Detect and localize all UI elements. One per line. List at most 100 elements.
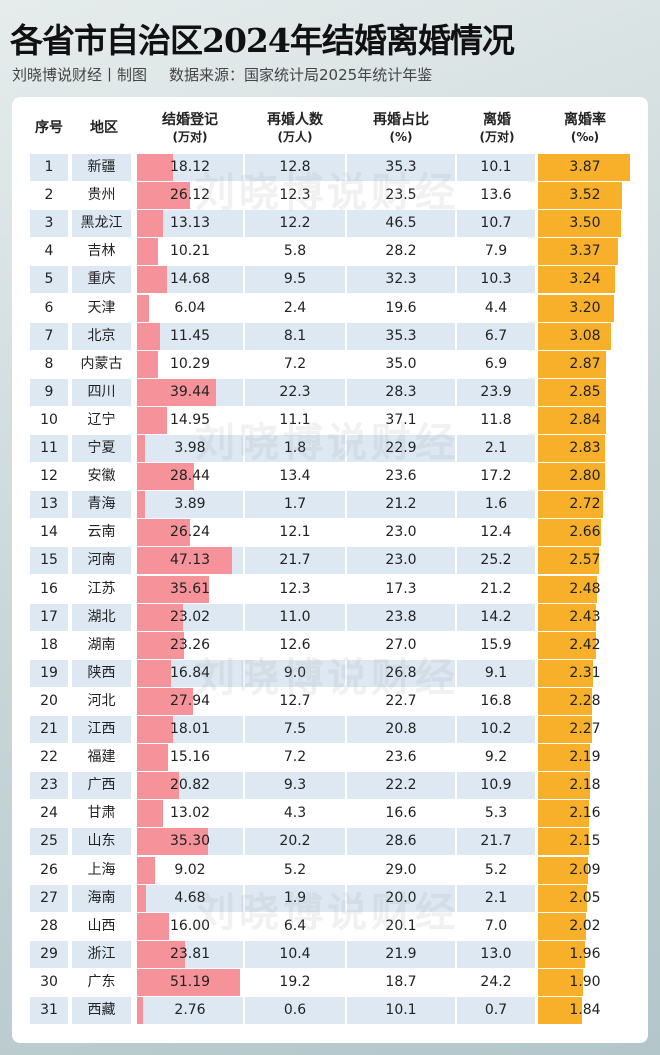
cell-seq: 27 — [30, 884, 68, 912]
table-row: 27 海南 4.68 1.9 20.0 2.1 2.05 — [30, 884, 632, 912]
cell-text: 35.3 — [385, 327, 417, 344]
cell-divorce-rate: 2.43 — [538, 603, 632, 631]
cell-divorce: 6.9 — [457, 351, 535, 378]
cell-text: 2.1 — [484, 889, 508, 906]
cell-text: 20 — [40, 692, 58, 709]
cell-text: 5.2 — [283, 861, 307, 878]
cell-text: 20.1 — [385, 917, 417, 934]
cell-text: 1.90 — [569, 973, 601, 990]
header-remarry: 再婚人数 (万人) — [267, 112, 323, 144]
cell-seq: 2 — [30, 182, 68, 209]
marriage-bar — [137, 266, 167, 294]
cell-text: 11.45 — [169, 327, 211, 344]
divorce-rate-bar — [538, 322, 612, 350]
cell-marriage: 2.76 — [137, 997, 243, 1024]
cell-remarry-ratio: 28.6 — [347, 828, 455, 856]
marriage-bar — [137, 716, 174, 743]
cell-text: 21.2 — [385, 496, 417, 513]
cell-text: 9.02 — [174, 861, 206, 878]
cell-text: 12.3 — [279, 187, 311, 204]
cell-remarry-ratio: 20.1 — [347, 913, 455, 940]
cell-marriage: 39.44 — [137, 378, 243, 406]
cell-text: 16 — [40, 580, 58, 597]
cell-divorce: 14.2 — [457, 603, 535, 631]
cell-divorce: 5.3 — [457, 800, 535, 827]
marriage-bar — [137, 350, 158, 378]
cell-text: 2.05 — [569, 889, 601, 906]
cell-remarry: 20.2 — [245, 828, 345, 856]
cell-divorce-rate: 1.96 — [538, 940, 632, 968]
cell-remarry-ratio: 35.0 — [347, 351, 455, 378]
cell-text: 12.8 — [279, 159, 311, 175]
cell-text: 4 — [44, 243, 54, 260]
cell-divorce-rate: 2.16 — [538, 800, 632, 828]
cell-seq: 1 — [30, 154, 68, 181]
cell-text: 上海 — [87, 861, 116, 878]
cell-text: 12.7 — [279, 692, 311, 709]
cell-seq: 18 — [30, 632, 68, 659]
cell-region: 上海 — [72, 857, 131, 884]
cell-remarry-ratio: 22.2 — [347, 772, 455, 800]
cell-text: 2.83 — [569, 440, 601, 456]
cell-remarry-ratio: 23.5 — [347, 182, 455, 209]
divorce-rate-bar — [538, 687, 593, 715]
marriage-bar — [137, 659, 171, 687]
cell-text: 0.7 — [484, 1002, 508, 1018]
cell-text: 23.26 — [169, 636, 211, 653]
cell-text: 19.2 — [279, 973, 311, 990]
marriage-bar — [137, 491, 145, 519]
cell-text: 10.4 — [279, 945, 311, 962]
cell-text: 22.3 — [279, 383, 311, 400]
cell-text: 29 — [40, 945, 58, 962]
table-row: 3 黑龙江 13.13 12.2 46.5 10.7 3.50 — [30, 210, 632, 238]
cell-text: 23.8 — [385, 608, 417, 625]
cell-divorce: 15.9 — [457, 632, 535, 659]
divorce-rate-bar — [538, 912, 587, 940]
cell-region: 浙江 — [72, 940, 131, 968]
cell-remarry: 4.3 — [245, 800, 345, 827]
cell-text: 1.84 — [569, 1002, 601, 1018]
marriage-bar — [137, 547, 232, 575]
cell-text: 24 — [40, 805, 58, 822]
cell-remarry: 12.2 — [245, 210, 345, 238]
cell-remarry: 9.5 — [245, 266, 345, 294]
cell-text: 21.7 — [279, 552, 311, 569]
cell-remarry-ratio: 23.6 — [347, 744, 455, 771]
cell-text: 24.2 — [480, 973, 512, 990]
table-row: 31 西藏 2.76 0.6 10.1 0.7 1.84 — [30, 997, 632, 1024]
cell-text: 1.7 — [283, 496, 307, 513]
cell-text: 内蒙古 — [80, 355, 123, 372]
header-seq: 序号 — [35, 120, 63, 136]
cell-text: 12 — [40, 468, 58, 485]
cell-text: 12.4 — [480, 524, 512, 541]
cell-marriage: 51.19 — [137, 968, 243, 996]
cell-remarry: 12.6 — [245, 632, 345, 659]
cell-seq: 29 — [30, 940, 68, 968]
table-row: 14 云南 26.24 12.1 23.0 12.4 2.66 — [30, 519, 632, 547]
cell-marriage: 16.84 — [137, 659, 243, 687]
cell-text: 19.6 — [385, 299, 417, 316]
cell-remarry: 7.5 — [245, 716, 345, 743]
divorce-rate-bar — [538, 631, 596, 659]
cell-remarry: 12.8 — [245, 154, 345, 181]
table-row: 13 青海 3.89 1.7 21.2 1.6 2.72 — [30, 491, 632, 519]
cell-text: 西藏 — [87, 1002, 116, 1018]
cell-marriage: 15.16 — [137, 744, 243, 772]
cell-marriage: 23.26 — [137, 631, 243, 659]
cell-text: 7.0 — [484, 917, 508, 934]
cell-divorce: 10.7 — [457, 210, 535, 238]
cell-marriage: 11.45 — [137, 322, 243, 350]
cell-text: 3.52 — [569, 187, 601, 204]
divorce-rate-bar — [538, 519, 602, 547]
cell-text: 23.81 — [169, 945, 211, 962]
cell-divorce: 0.7 — [457, 997, 535, 1024]
cell-text: 2.80 — [569, 468, 601, 485]
cell-region: 内蒙古 — [72, 351, 131, 378]
cell-remarry: 6.4 — [245, 913, 345, 940]
cell-text: 7 — [44, 327, 54, 344]
cell-text: 2.66 — [569, 524, 601, 541]
cell-divorce-rate: 2.85 — [538, 378, 632, 406]
cell-divorce-rate: 2.87 — [538, 350, 632, 378]
cell-divorce: 23.9 — [457, 378, 535, 406]
marriage-bar — [137, 912, 170, 940]
